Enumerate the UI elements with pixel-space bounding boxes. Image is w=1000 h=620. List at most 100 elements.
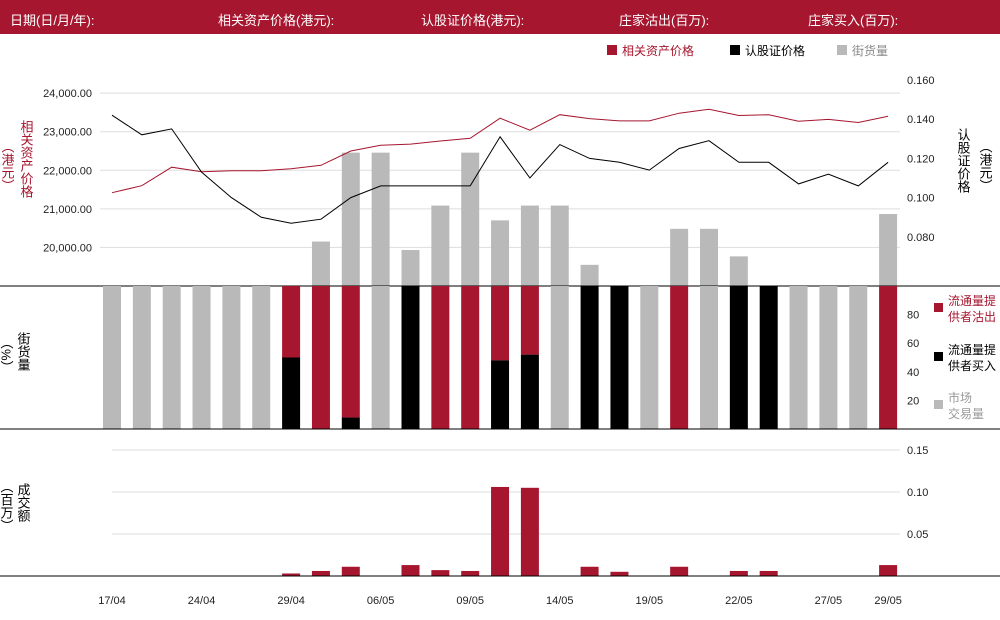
outstanding-bars [311, 152, 898, 286]
outstanding-bar [670, 228, 689, 286]
x-tick-label: 06/05 [367, 595, 395, 607]
right-tick-label: 0.120 [907, 153, 935, 165]
legend-buy-line1: 流通量提 [948, 342, 996, 357]
turnover-bar [670, 566, 689, 576]
lp-buy-bar [341, 417, 360, 429]
outstanding-bar [580, 264, 599, 286]
legend-swatch-market [934, 400, 943, 409]
turnover-bars [282, 486, 898, 576]
x-axis-ticks: 17/04 24/04 29/04 06/05 09/05 14/05 19/05 22/05… [98, 595, 902, 607]
turnover-bar [431, 570, 450, 576]
lp-buy-bar [520, 354, 539, 429]
lp-sell-bar [879, 286, 898, 429]
left-tick-label: 23,000.00 [43, 127, 92, 139]
lp-sell-bar [491, 286, 510, 361]
lp-buy-bar [729, 286, 748, 429]
outstanding-bar [461, 152, 480, 286]
turnover-bar [341, 566, 360, 576]
outstanding-bar [311, 241, 330, 286]
turnover-bar [520, 487, 539, 576]
x-tick-label: 14/05 [546, 595, 574, 607]
turnover-bar [401, 565, 420, 576]
x-tick-label: 09/05 [456, 595, 484, 607]
outstanding-bar [431, 205, 450, 286]
header-bar: 日期(日/月/年): 相关资产价格(港元): 认股证价格(港元): 庄家沽出(百… [0, 0, 1000, 34]
x-tick-label: 19/05 [636, 595, 664, 607]
outstanding-bar [491, 220, 510, 286]
lp-buy-bar [759, 286, 778, 429]
mid-tick-label: 20 [907, 395, 919, 407]
turnover-bar [879, 565, 898, 576]
market-volume-bar [132, 286, 151, 429]
left-tick-label: 20,000.00 [43, 242, 92, 254]
market-volume-bar [371, 286, 390, 429]
left-top-axis-unit: （港元） [0, 140, 15, 192]
outstanding-bar [550, 205, 569, 286]
legend-swatch-buy [934, 352, 943, 361]
left-tick-label: 22,000.00 [43, 165, 92, 177]
mid-tick-label: 80 [907, 310, 919, 322]
outstanding-bar [879, 214, 898, 286]
legend-top: 相关资产价格 认股证价格 街货量 [607, 43, 888, 58]
x-tick-label: 24/04 [188, 595, 216, 607]
legend-outstanding-label: 街货量 [852, 43, 888, 58]
outstanding-bar [371, 152, 390, 286]
outstanding-bar [700, 228, 718, 286]
mid-tick-label: 40 [907, 367, 919, 379]
legend-swatch-outstanding [837, 45, 847, 55]
legend-sell-line2: 供者沽出 [948, 310, 996, 324]
turnover-bar [491, 486, 510, 576]
left-tick-label: 21,000.00 [43, 204, 92, 216]
bottom-panel-grid: 0.15 0.10 0.05 [112, 445, 928, 541]
lp-sell-bar [311, 286, 330, 429]
middle-panel-ticks: 80 60 40 20 [907, 310, 919, 408]
left-tick-label: 24,000.00 [43, 88, 92, 100]
lp-buy-bar [282, 357, 301, 429]
header-mm-sell-label: 庄家沽出(百万): [619, 13, 710, 28]
turnover-bar [311, 570, 330, 576]
bottom-left-axis-unit: （百万） [0, 480, 14, 532]
right-tick-label: 0.080 [907, 232, 935, 244]
outstanding-bar [341, 152, 360, 286]
outstanding-bar [401, 250, 420, 286]
lp-sell-bar [520, 286, 539, 355]
right-top-axis-title: 认股证价格 （港元） [956, 128, 993, 193]
turnover-bar [461, 570, 480, 576]
price-lines [111, 108, 889, 224]
market-volume-bar [700, 286, 718, 429]
market-volume-bar [222, 286, 241, 429]
market-volume-bar [103, 286, 121, 429]
header-asset-price-label: 相关资产价格(港元): [218, 13, 335, 28]
legend-market-line1: 市场 [948, 390, 972, 405]
market-volume-bar [819, 286, 838, 429]
turnover-bar [282, 573, 301, 576]
mid-left-axis-unit: （%） [0, 336, 14, 374]
asset-price-line [111, 108, 889, 194]
right-top-axis-text: 认股证价格 [956, 128, 971, 193]
bottom-tick-label: 0.05 [907, 529, 928, 541]
header-mm-buy-label: 庄家买入(百万): [808, 13, 899, 28]
market-volume-bar [550, 286, 569, 429]
turnover-bar [729, 570, 748, 576]
legend-buy-line2: 供者买入 [948, 359, 996, 373]
market-volume-bar [640, 286, 659, 429]
bottom-left-axis-title: 成交额 （百万） [0, 480, 31, 532]
lp-buy-bar [610, 286, 629, 429]
legend-swatch-warrant [730, 45, 740, 55]
legend-swatch-asset [607, 45, 617, 55]
legend-asset-label: 相关资产价格 [622, 43, 694, 58]
right-top-axis-unit: （港元） [978, 140, 993, 192]
right-tick-label: 0.160 [907, 75, 935, 87]
bottom-left-axis-text: 成交额 [16, 483, 31, 523]
bottom-tick-label: 0.10 [907, 487, 928, 499]
x-tick-label: 27/05 [815, 595, 843, 607]
warrant-price-line [111, 114, 889, 224]
lp-sell-bar [282, 286, 301, 358]
lp-sell-bar [341, 286, 360, 418]
legend-swatch-sell [934, 303, 943, 312]
lp-buy-bar [580, 286, 599, 429]
right-tick-label: 0.100 [907, 193, 935, 205]
market-share-bars [103, 286, 898, 429]
market-volume-bar [252, 286, 271, 429]
outstanding-bar [520, 205, 539, 286]
